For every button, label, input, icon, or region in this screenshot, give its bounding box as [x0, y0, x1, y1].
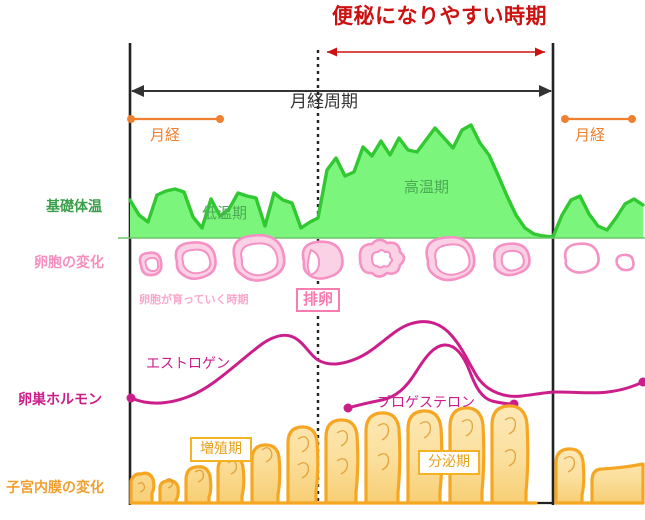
- menses-bar-left: [127, 115, 224, 123]
- follicle-8: [563, 242, 600, 274]
- hormone-curves: [126, 320, 645, 413]
- follicle-3: [232, 234, 286, 282]
- follicle-1: [138, 251, 163, 277]
- menses-bar-right: [561, 115, 636, 123]
- follicle-6: [425, 235, 476, 282]
- follicle-9: [615, 253, 635, 272]
- cycle-span-arrow: [131, 85, 552, 97]
- page-title: 便秘になりやすい時期: [332, 4, 547, 28]
- bbt-high-phase-label: 高温期: [404, 178, 450, 196]
- endometrium-chart: [129, 404, 645, 505]
- follicle-row: [138, 234, 635, 282]
- menses-label-left: 月経: [150, 126, 181, 144]
- bbt-low-phase-label: 低温期: [202, 204, 248, 222]
- follicle-5: [358, 238, 406, 278]
- cycle-span-label: 月経周期: [290, 92, 358, 112]
- proliferative-phase-badge: 増殖期: [190, 437, 252, 462]
- row-label-endometrium: 子宮内膜の変化: [6, 480, 104, 496]
- secretory-phase-badge: 分泌期: [418, 450, 480, 475]
- progesterone-curve: [346, 343, 516, 410]
- row-label-hormone: 卵巣ホルモン: [18, 392, 102, 408]
- menses-label-right: 月経: [575, 126, 606, 144]
- estrogen-label: エストロゲン: [146, 356, 230, 372]
- follicle-7: [492, 242, 531, 277]
- follicle-4-ovulating: [301, 240, 344, 280]
- ovulation-badge: 排卵: [296, 288, 341, 312]
- follicle-growth-caption: 卵胞が育っていく時期: [139, 293, 249, 306]
- row-label-bbt: 基礎体温: [46, 199, 102, 215]
- row-label-follicle: 卵胞の変化: [34, 255, 104, 271]
- constipation-range-arrow: [327, 47, 545, 57]
- follicle-2: [174, 241, 217, 281]
- estrogen-curve: [129, 320, 645, 405]
- bbt-chart: [118, 123, 645, 239]
- progesterone-label: プロゲステロン: [377, 395, 475, 411]
